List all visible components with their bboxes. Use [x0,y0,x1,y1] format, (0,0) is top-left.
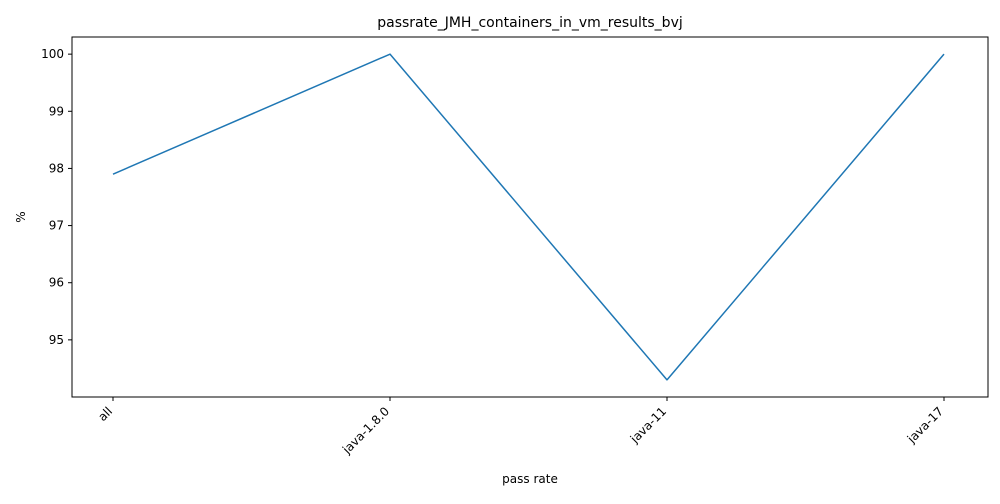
plot-area-frame [71,36,989,398]
y-tick-label: 99 [49,104,64,118]
x-tick-label: java-1.8.0 [339,404,392,457]
x-tick-label: all [95,404,115,424]
y-tick-label: 95 [49,333,64,347]
x-axis-label: pass rate [502,472,558,486]
series-layer [112,53,945,381]
x-tick-label: java-11 [627,404,669,446]
x-tick-label: java-17 [904,404,946,446]
y-tick-label: 96 [49,276,64,290]
series-line [112,53,945,381]
y-axis: 95 96 97 98 99 100 [41,47,72,347]
y-tick-label: 98 [49,161,64,175]
y-tick-label: 97 [49,219,64,233]
x-axis: all java-1.8.0 java-11 java-17 [95,397,946,457]
y-tick-label: 100 [41,47,64,61]
y-axis-label: % [14,211,28,222]
chart-title: passrate_JMH_containers_in_vm_results_bv… [377,15,683,31]
